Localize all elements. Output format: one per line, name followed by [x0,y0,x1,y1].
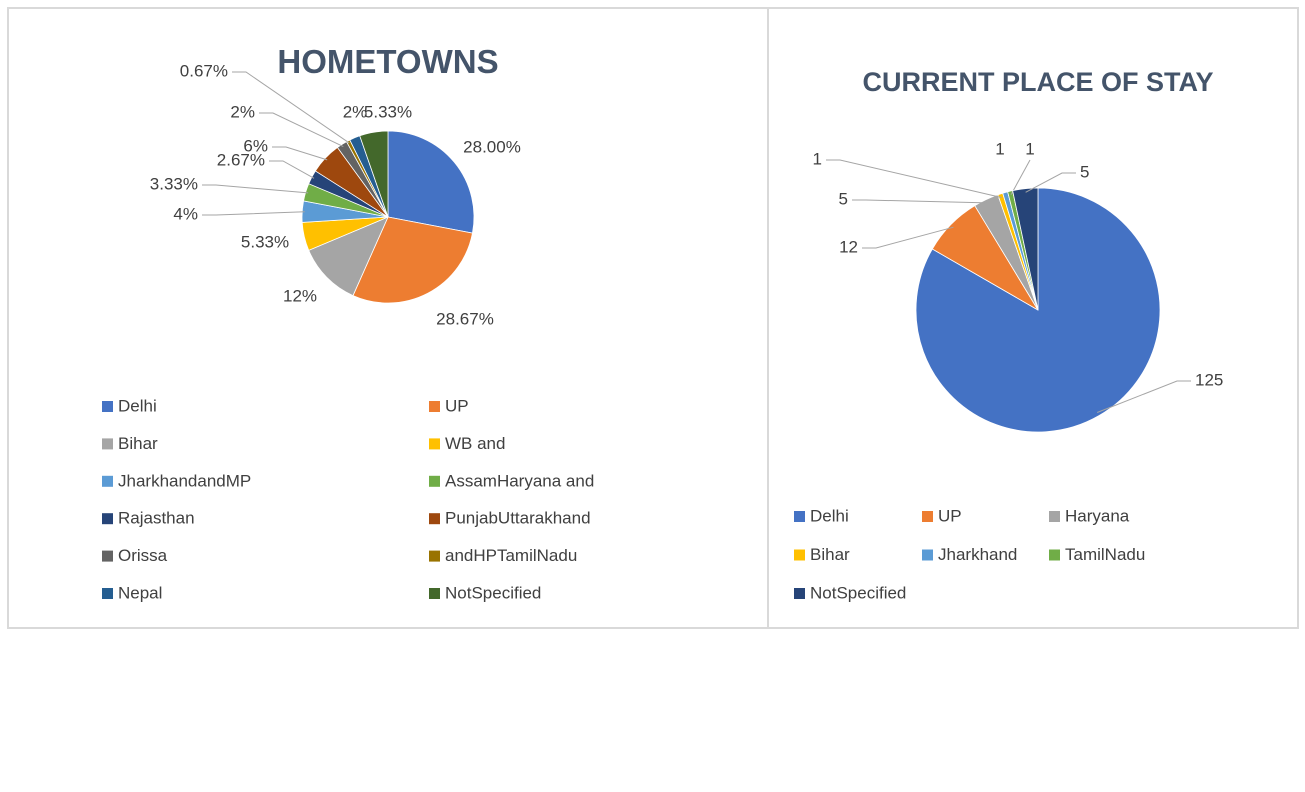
pie-slice [359,130,389,218]
legend-label: NotSpecified [445,583,541,602]
legend-label: andHPTamilNadu [445,546,577,565]
leader-line [1025,172,1076,193]
legend-label: PunjabUttarakhand [445,509,591,528]
legend-swatch [429,550,440,562]
legend-swatch [429,438,440,450]
legend-swatch [102,513,113,525]
data-label: 6% [243,136,268,155]
legend-label: UP [445,396,469,415]
legend-swatch [794,588,805,599]
legend-swatch [1049,511,1060,522]
legend-label: Bihar [810,545,850,564]
legend-swatch [1049,549,1060,561]
data-label: 12% [283,286,317,305]
legend-swatch [102,550,113,562]
leader-line [202,211,305,216]
data-label: 125 [1195,370,1223,389]
legend-swatch [922,511,933,522]
data-label: 1 [995,139,1004,158]
leader-line [826,159,1002,198]
data-label: 5.33% [364,102,412,121]
legend-label: AssamHaryana and [445,471,594,490]
data-label: 0.67% [180,61,228,80]
pie-slice [308,216,389,297]
leader-line [202,184,309,194]
leader-line [259,112,344,148]
pie-slice [352,216,473,304]
legend-label: Delhi [810,506,849,525]
legend-swatch [429,401,440,412]
legend-label: NotSpecified [810,583,906,602]
legend-swatch [429,588,440,599]
legend-label: Orissa [118,546,168,565]
legend-swatch [922,549,933,561]
legend-label: Haryana [1065,506,1130,525]
legend-label: Rajasthan [118,509,195,528]
chart-title: CURRENT PLACE OF STAY [862,67,1214,97]
data-label: 4% [173,204,198,223]
leader-line [862,226,954,249]
data-label: 2% [230,102,255,121]
data-label: 5.33% [241,232,289,251]
leader-line [272,146,328,161]
legend-swatch [102,438,113,450]
legend-label: JharkhandandMP [118,471,251,490]
leader-line [1096,380,1191,413]
leader-line [232,71,350,144]
legend-label: Jharkhand [938,545,1017,564]
legend-label: Bihar [118,434,158,453]
data-label: 28.00% [463,137,521,156]
leader-line [269,160,315,179]
legend-swatch [102,588,113,599]
legend-swatch [102,401,113,412]
legend-label: UP [938,506,962,525]
legend-label: TamilNadu [1065,545,1145,564]
legend-label: Nepal [118,583,162,602]
data-label: 3.33% [150,174,198,193]
legend-swatch [429,513,440,525]
legend-label: WB and [445,434,505,453]
legend-swatch [794,511,805,522]
data-label: 12 [839,237,858,256]
frame [7,7,1299,629]
legend-swatch [102,475,113,487]
data-label: 1 [813,149,822,168]
pie-slice [387,130,475,234]
legend-label: Delhi [118,396,157,415]
data-label: 2% [343,102,368,121]
pie-slice [1012,187,1039,311]
chart-title: HOMETOWNS [277,43,499,80]
leader-line [1010,159,1031,196]
data-label: 5 [839,189,848,208]
data-label: 5 [1080,162,1089,181]
data-label: 28.67% [436,309,494,328]
legend-swatch [429,475,440,487]
leader-line [852,199,988,204]
legend-swatch [794,549,805,561]
data-label: 2.67% [217,150,265,169]
data-label: 1 [1025,139,1034,158]
